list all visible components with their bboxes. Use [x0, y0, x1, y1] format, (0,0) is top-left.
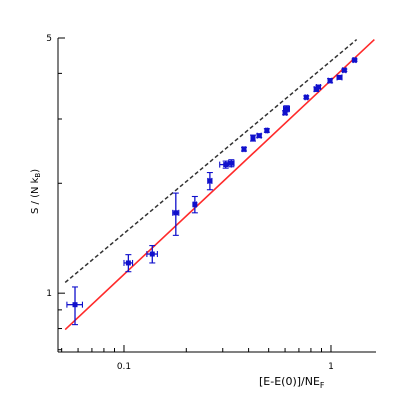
y-axis-label-subscript: B — [34, 173, 42, 178]
y-axis-label-main: S / (N k — [30, 177, 41, 214]
x-axis-label: [E-E(0)]/NEF — [259, 375, 325, 390]
data-point — [327, 77, 334, 84]
data-point — [315, 84, 322, 91]
axes — [57, 38, 376, 353]
data-point — [66, 286, 83, 326]
data-point — [341, 67, 348, 74]
point-marker — [337, 74, 343, 80]
data-point — [263, 127, 270, 134]
point-marker — [303, 94, 309, 100]
x-tick-label: 0.1 — [117, 362, 131, 372]
point-marker — [256, 133, 262, 139]
fit-lines — [64, 39, 375, 331]
data-point — [206, 171, 213, 191]
point-marker — [250, 135, 256, 141]
axis-labels: [E-E(0)]/NEF S / (N kB) — [30, 169, 325, 390]
x-axis-label-main: [E-E(0)]/NE — [259, 375, 320, 388]
point-marker — [352, 57, 358, 63]
data-point — [227, 159, 235, 168]
point-marker — [315, 84, 321, 90]
point-marker — [125, 260, 131, 266]
data-point — [303, 94, 310, 101]
ticks: 0.1 1 1 5 — [46, 34, 334, 372]
point-marker — [241, 146, 247, 152]
data-point — [240, 146, 247, 153]
point-marker — [228, 160, 234, 166]
y-axis-label: S / (N kB) — [30, 169, 42, 214]
point-marker — [207, 178, 213, 184]
y-axis-label-end: ) — [30, 169, 41, 173]
x-tick-label: 1 — [328, 362, 334, 372]
fit-line-solid — [64, 39, 375, 331]
y-tick-label: 1 — [46, 289, 52, 299]
point-marker — [72, 302, 78, 308]
data-point — [172, 192, 180, 236]
point-marker — [282, 110, 288, 116]
point-marker — [173, 210, 179, 216]
point-marker — [192, 201, 198, 207]
data-point — [351, 57, 358, 64]
data-points — [66, 57, 358, 326]
point-marker — [149, 251, 155, 257]
point-marker — [327, 78, 333, 84]
data-point — [336, 74, 343, 81]
data-point — [146, 245, 158, 264]
data-point — [191, 195, 198, 214]
data-point — [256, 132, 263, 139]
y-tick-label: 5 — [46, 34, 52, 44]
data-point — [249, 134, 256, 142]
data-point — [123, 254, 134, 273]
reference-line-dashed — [64, 39, 358, 284]
point-marker — [264, 127, 270, 133]
data-point — [282, 105, 290, 113]
point-marker — [284, 106, 290, 112]
x-axis-label-subscript: F — [320, 381, 325, 390]
point-marker — [223, 162, 229, 168]
point-marker — [341, 67, 347, 73]
